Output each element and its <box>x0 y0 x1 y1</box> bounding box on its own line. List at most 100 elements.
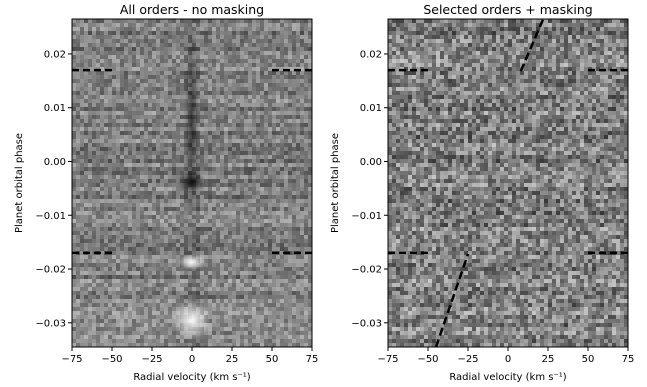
heatmap-cell <box>168 75 173 80</box>
x-tick-label: −50 <box>101 354 122 365</box>
heatmap-cell <box>288 335 293 340</box>
heatmap-cell <box>184 47 189 52</box>
heatmap-cell <box>308 259 312 264</box>
heatmap-cell <box>240 259 245 264</box>
heatmap-cell <box>248 99 253 104</box>
heatmap-cell <box>308 127 312 132</box>
heatmap-cell <box>180 251 185 256</box>
heatmap-cell <box>72 23 77 28</box>
heatmap-cell <box>84 115 89 120</box>
heatmap-cell <box>260 251 265 256</box>
heatmap-cell <box>108 343 113 347</box>
heatmap-cell <box>80 87 85 92</box>
heatmap-cell <box>220 63 225 68</box>
heatmap-cell <box>308 195 312 200</box>
heatmap-cell <box>168 59 173 64</box>
heatmap-cell <box>184 275 189 280</box>
heatmap-cell <box>148 299 153 304</box>
heatmap-cell <box>96 335 101 340</box>
heatmap-cell <box>144 147 149 152</box>
heatmap-cell <box>292 303 297 308</box>
heatmap-cell <box>116 331 121 336</box>
heatmap-cell <box>196 219 201 224</box>
heatmap-cell <box>296 75 301 80</box>
heatmap-cell <box>76 307 81 312</box>
heatmap-cell <box>172 227 177 232</box>
heatmap-cell <box>140 343 145 347</box>
heatmap-cell <box>240 99 245 104</box>
heatmap-cell <box>140 199 145 204</box>
heatmap-cell <box>148 67 153 72</box>
heatmap-cell <box>296 47 301 52</box>
heatmap-cell <box>96 295 101 300</box>
heatmap-cell <box>200 83 205 88</box>
heatmap-cell <box>88 195 93 200</box>
heatmap-cell <box>172 259 177 264</box>
heatmap-cell <box>148 219 153 224</box>
heatmap-cell <box>224 163 229 168</box>
heatmap-cell <box>184 235 189 240</box>
heatmap-cell <box>120 239 125 244</box>
heatmap-cell <box>196 291 201 296</box>
heatmap-cell <box>268 19 273 24</box>
heatmap-cell <box>152 119 157 124</box>
heatmap-cell <box>96 343 101 347</box>
heatmap-cell <box>284 27 289 32</box>
heatmap-cell <box>160 195 165 200</box>
heatmap-cell <box>168 43 173 48</box>
heatmap-cell <box>284 155 289 160</box>
heatmap-cell <box>124 35 129 40</box>
heatmap-cell <box>296 79 301 84</box>
heatmap-cell <box>196 43 201 48</box>
heatmap-cell <box>116 263 121 268</box>
heatmap-cell <box>180 39 185 44</box>
heatmap-cell <box>284 95 289 100</box>
heatmap-cell <box>88 47 93 52</box>
heatmap-cell <box>152 115 157 120</box>
heatmap-cell <box>268 191 273 196</box>
heatmap-cell <box>140 259 145 264</box>
heatmap-cell <box>300 123 305 128</box>
heatmap-cell <box>172 187 177 192</box>
heatmap-cell <box>232 71 237 76</box>
heatmap-cell <box>252 335 257 340</box>
heatmap-cell <box>160 307 165 312</box>
heatmap-cell <box>292 331 297 336</box>
heatmap-cell <box>268 127 273 132</box>
heatmap-cell <box>296 107 301 112</box>
heatmap-cell <box>276 319 281 324</box>
heatmap-cell <box>120 303 125 308</box>
heatmap-cell <box>128 207 133 212</box>
heatmap-cell <box>288 135 293 140</box>
heatmap-cell <box>104 187 109 192</box>
heatmap-cell <box>284 147 289 152</box>
heatmap-cell <box>72 275 77 280</box>
heatmap-cell <box>272 343 277 347</box>
heatmap-cell <box>144 231 149 236</box>
heatmap-cell <box>84 55 89 60</box>
heatmap-cell <box>256 207 261 212</box>
heatmap-cell <box>148 75 153 80</box>
heatmap-cell <box>168 335 173 340</box>
heatmap-cell <box>168 247 173 252</box>
heatmap-cell <box>248 303 253 308</box>
heatmap-cell <box>164 131 169 136</box>
heatmap-cell <box>212 55 217 60</box>
heatmap-cell <box>152 271 157 276</box>
heatmap-cell <box>264 23 269 28</box>
heatmap-cell <box>256 119 261 124</box>
heatmap-cell <box>212 199 217 204</box>
heatmap-cell <box>268 239 273 244</box>
heatmap-cell <box>224 327 229 332</box>
heatmap-cell <box>172 183 177 188</box>
heatmap-cell <box>308 55 312 60</box>
heatmap-cell <box>156 87 161 92</box>
heatmap-cell <box>304 139 309 144</box>
heatmap-cell <box>136 291 141 296</box>
heatmap-cell <box>228 35 233 40</box>
heatmap-cell <box>116 311 121 316</box>
heatmap-cell <box>280 139 285 144</box>
heatmap-cell <box>72 107 77 112</box>
heatmap-cell <box>240 323 245 328</box>
heatmap-cell <box>288 31 293 36</box>
